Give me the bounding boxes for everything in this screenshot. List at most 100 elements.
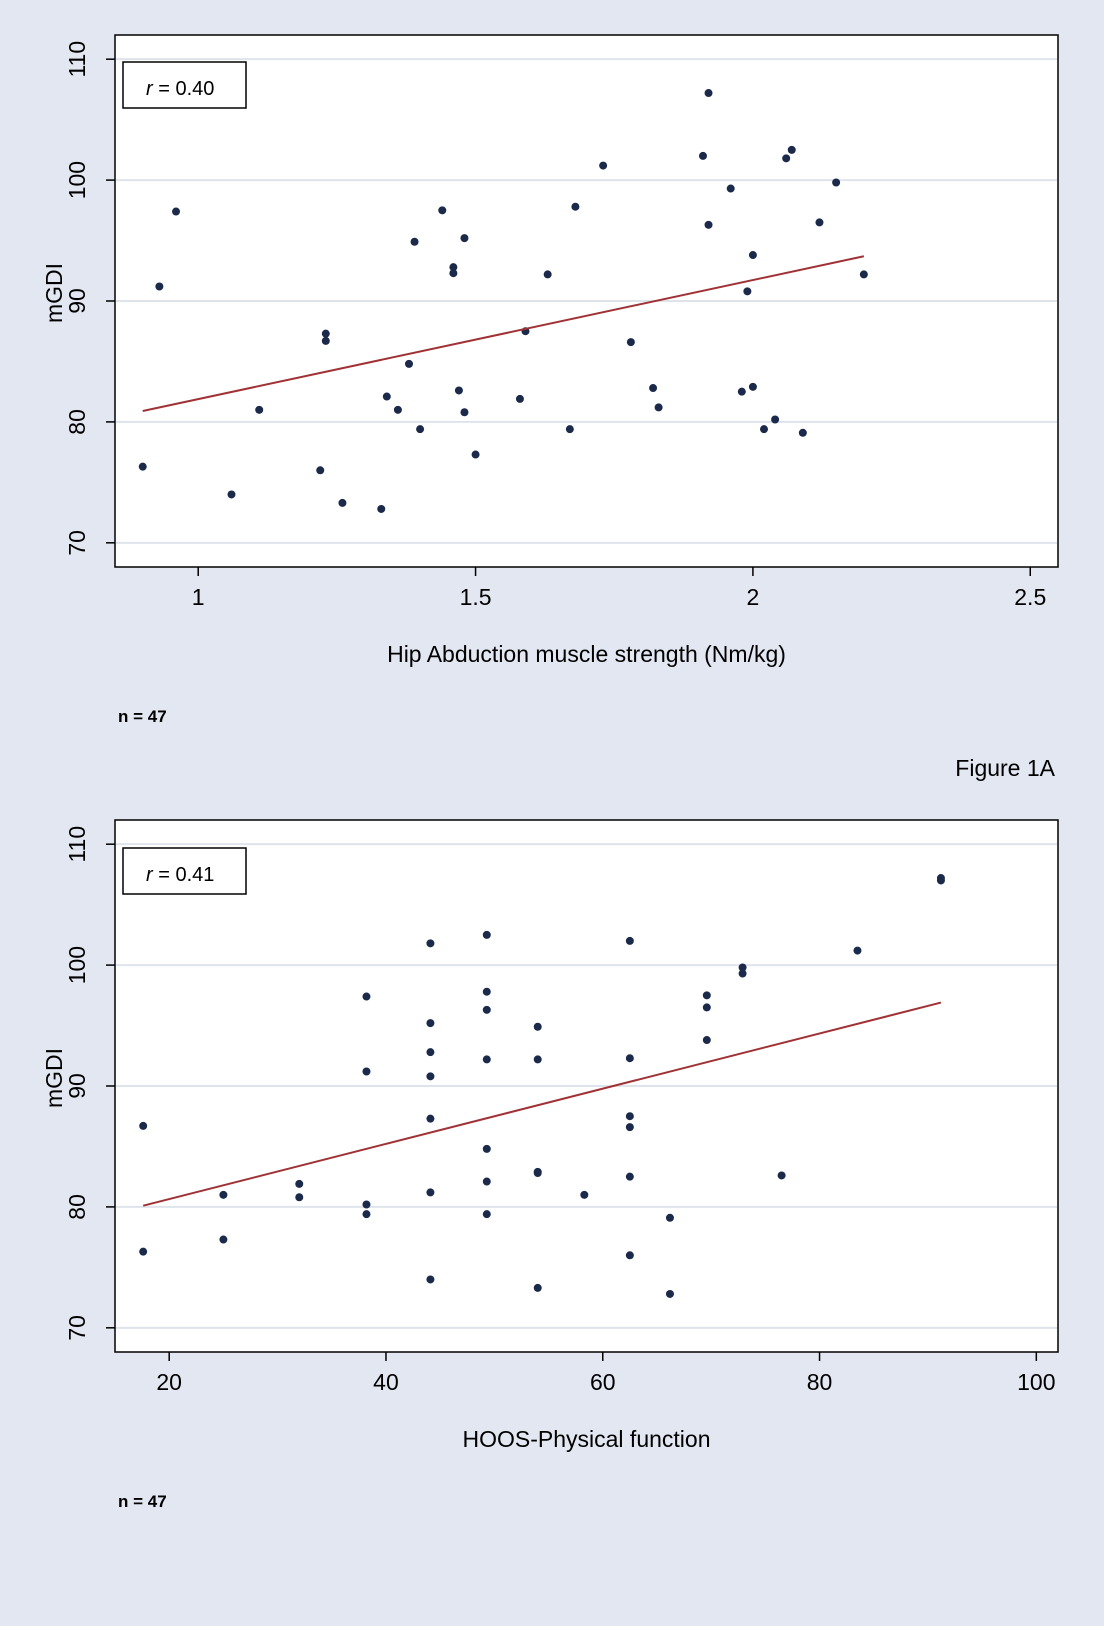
data-point xyxy=(219,1235,228,1244)
data-point xyxy=(743,287,752,296)
data-point xyxy=(362,1200,371,1209)
data-point xyxy=(665,1213,674,1222)
data-point xyxy=(138,462,147,471)
data-point xyxy=(748,251,757,260)
x-tick-label: 20 xyxy=(156,1369,182,1395)
y-tick-label: 80 xyxy=(64,409,90,435)
axis-ticks: 70 80 90 100 110 1 1.5 2 2.5 xyxy=(64,41,1046,610)
data-point xyxy=(533,1055,542,1064)
x-axis-title: Hip Abduction muscle strength (Nm/kg) xyxy=(387,641,786,667)
data-point xyxy=(321,329,330,338)
data-point xyxy=(782,154,791,163)
data-point xyxy=(737,387,746,396)
data-point xyxy=(702,1003,711,1012)
data-point xyxy=(798,428,807,437)
data-point xyxy=(726,184,735,193)
y-tick-label: 100 xyxy=(64,161,90,199)
data-point xyxy=(698,151,707,160)
data-point xyxy=(815,218,824,227)
sample-size-note: n = 47 xyxy=(118,707,167,726)
y-axis-title: mGDI xyxy=(41,263,67,323)
data-point xyxy=(460,234,469,243)
x-tick-label: 1.5 xyxy=(460,584,492,610)
fit-line xyxy=(142,255,865,413)
data-point xyxy=(362,1210,371,1219)
data-point xyxy=(625,1172,634,1181)
data-point xyxy=(471,450,480,459)
data-point xyxy=(426,939,435,948)
data-point xyxy=(565,425,574,434)
data-point xyxy=(449,269,458,278)
data-points xyxy=(138,89,868,513)
data-point xyxy=(382,392,391,401)
grid-lines xyxy=(116,58,1057,544)
data-point xyxy=(295,1179,304,1188)
correlation-box: r = 0.41 xyxy=(122,847,247,895)
data-point xyxy=(362,992,371,1001)
y-tick-label: 110 xyxy=(64,826,90,863)
data-point xyxy=(738,969,747,978)
data-point xyxy=(787,145,796,154)
data-point xyxy=(704,89,713,98)
data-point xyxy=(426,1072,435,1081)
data-point xyxy=(482,1005,491,1014)
data-point xyxy=(543,270,552,279)
data-point xyxy=(625,1251,634,1260)
x-tick-label: 100 xyxy=(1017,1369,1055,1395)
data-point xyxy=(482,987,491,996)
data-point xyxy=(321,336,330,345)
data-point xyxy=(316,466,325,475)
data-point xyxy=(625,1054,634,1063)
axis-ticks: 70 80 90 100 110 20 40 60 80 100 xyxy=(64,826,1056,1395)
grid-lines xyxy=(116,843,1057,1329)
data-point xyxy=(155,282,164,291)
correlation-label: r = 0.40 xyxy=(146,78,214,100)
data-point xyxy=(416,425,425,434)
correlation-label: r = 0.41 xyxy=(146,864,214,886)
y-tick-label: 80 xyxy=(64,1194,90,1220)
x-axis-title: HOOS-Physical function xyxy=(463,1426,711,1452)
y-tick-label: 100 xyxy=(64,946,90,984)
data-point xyxy=(533,1283,542,1292)
data-point xyxy=(426,1048,435,1057)
data-point xyxy=(362,1067,371,1076)
y-tick-label: 70 xyxy=(64,1315,90,1341)
figure-label: Figure 1A xyxy=(955,755,1055,781)
data-points xyxy=(139,874,945,1298)
data-point xyxy=(482,930,491,939)
data-point xyxy=(482,1055,491,1064)
x-tick-label: 1 xyxy=(192,584,205,610)
x-tick-label: 80 xyxy=(807,1369,833,1395)
data-point xyxy=(599,161,608,170)
data-point xyxy=(393,405,402,414)
data-point xyxy=(738,963,747,972)
data-point xyxy=(426,1019,435,1028)
data-point xyxy=(219,1190,228,1199)
data-point xyxy=(515,394,524,403)
data-point xyxy=(426,1188,435,1197)
data-point xyxy=(454,386,463,395)
data-point xyxy=(460,408,469,417)
data-point xyxy=(580,1190,589,1199)
data-point xyxy=(533,1022,542,1031)
data-point xyxy=(853,946,862,955)
data-point xyxy=(748,382,757,391)
x-tick-label: 60 xyxy=(590,1369,616,1395)
data-point xyxy=(410,237,419,246)
data-point xyxy=(626,338,635,347)
data-point xyxy=(777,1171,786,1180)
data-point xyxy=(702,991,711,1000)
correlation-box: r = 0.40 xyxy=(122,61,247,109)
data-point xyxy=(255,405,264,414)
data-point xyxy=(482,1210,491,1219)
data-point xyxy=(482,1144,491,1153)
data-point xyxy=(936,876,945,885)
data-point xyxy=(426,1114,435,1123)
data-point xyxy=(227,490,236,499)
x-tick-label: 2.5 xyxy=(1014,584,1046,610)
y-tick-label: 70 xyxy=(64,530,90,556)
y-axis-title: mGDI xyxy=(41,1048,67,1108)
fit-line xyxy=(142,1001,942,1207)
